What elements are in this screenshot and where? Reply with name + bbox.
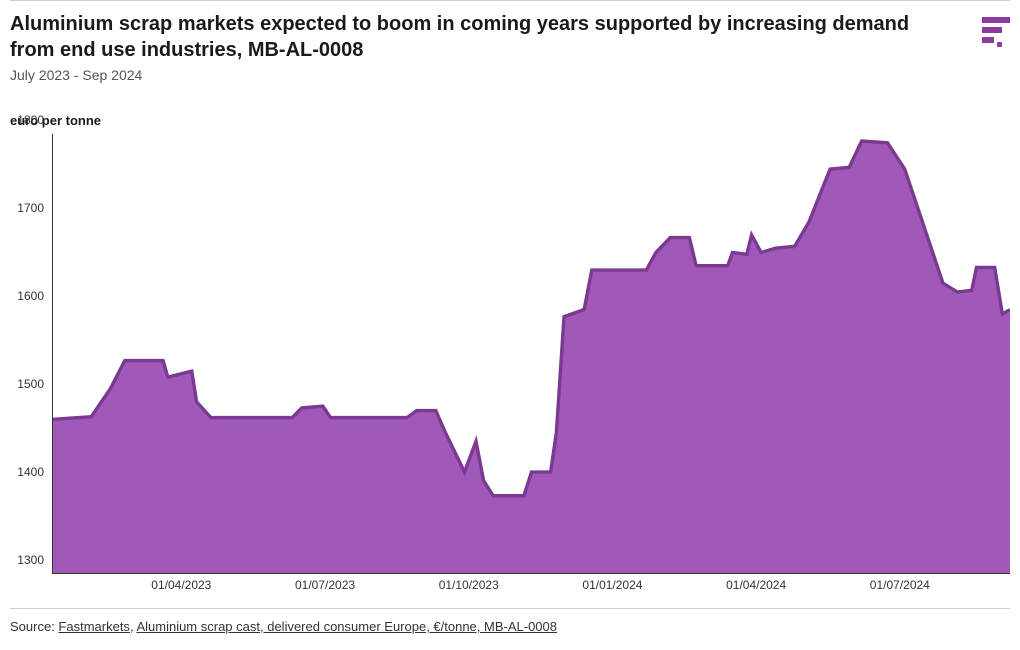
source-link-fastmarkets[interactable]: Fastmarkets xyxy=(58,619,130,634)
y-axis-label: euro per tonne xyxy=(10,113,1010,128)
chart-plot xyxy=(52,134,1010,574)
x-tick-label: 01/01/2024 xyxy=(582,578,642,592)
chart-subtitle: July 2023 - Sep 2024 xyxy=(10,67,910,83)
y-tick-label: 1500 xyxy=(17,377,44,391)
x-tick-label: 01/04/2024 xyxy=(726,578,786,592)
y-tick-label: 1400 xyxy=(17,465,44,479)
source-line: Source: Fastmarkets, Aluminium scrap cas… xyxy=(10,619,1010,634)
y-tick-label: 1300 xyxy=(17,553,44,567)
chart-area: 130014001500160017001800 xyxy=(10,134,1010,574)
area-series xyxy=(53,141,1010,573)
y-tick-label: 1700 xyxy=(17,201,44,215)
y-tick-label: 1800 xyxy=(17,113,44,127)
source-prefix: Source: xyxy=(10,619,58,634)
chart-header: Aluminium scrap markets expected to boom… xyxy=(10,11,1010,83)
y-axis: 130014001500160017001800 xyxy=(10,134,52,574)
x-axis: 01/04/2023 01/07/2023 01/10/2023 01/01/2024… xyxy=(52,574,1010,600)
source-link-series[interactable]: Aluminium scrap cast, delivered consumer… xyxy=(136,619,557,634)
y-tick-label: 1600 xyxy=(17,289,44,303)
chart-title: Aluminium scrap markets expected to boom… xyxy=(10,11,910,63)
fastmarkets-logo-icon xyxy=(982,17,1010,47)
x-tick-label: 01/04/2023 xyxy=(151,578,211,592)
x-tick-label: 01/07/2024 xyxy=(870,578,930,592)
x-tick-label: 01/07/2023 xyxy=(295,578,355,592)
x-tick-label: 01/10/2023 xyxy=(439,578,499,592)
